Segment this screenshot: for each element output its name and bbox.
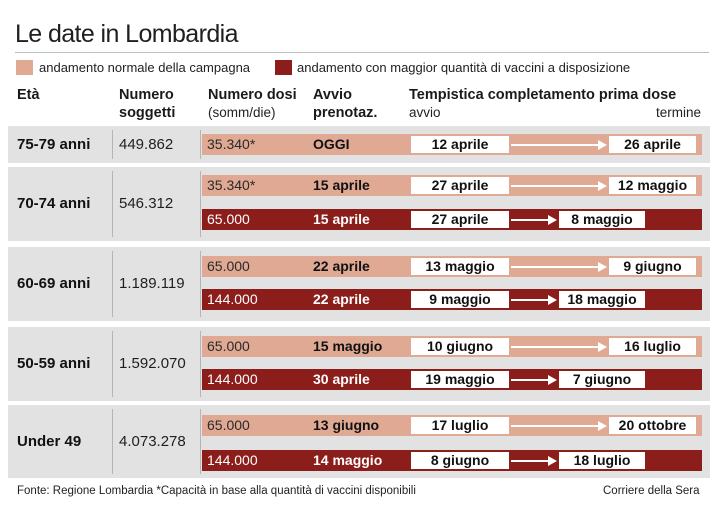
timeline-arrow <box>511 219 548 221</box>
column-divider <box>200 331 201 397</box>
timeline-arrow <box>511 266 598 268</box>
doses-value: 35.340* <box>207 136 256 152</box>
timeline-arrow-head <box>548 295 557 305</box>
end-date: 9 giugno <box>607 256 698 277</box>
timeline-arrow-head <box>598 262 607 272</box>
doses-value: 144.000 <box>207 371 258 387</box>
timeline-arrow <box>511 379 548 381</box>
header-timing-end: termine <box>656 105 702 120</box>
end-date: 20 ottobre <box>607 415 698 436</box>
booking-date: 15 aprile <box>313 211 370 227</box>
column-divider <box>112 331 113 397</box>
doses-value: 65.000 <box>207 417 250 433</box>
header-doses-line1: Numero dosi <box>208 87 297 103</box>
column-divider <box>112 130 113 159</box>
legend-label-more: andamento con maggior quantità di vaccin… <box>297 60 631 75</box>
header-subjects-line2: soggetti <box>119 105 176 121</box>
footer-credit: Corriere della Sera <box>603 485 700 497</box>
start-date: 8 giugno <box>409 450 511 471</box>
booking-date: 14 maggio <box>313 452 383 468</box>
end-date: 16 luglio <box>607 336 698 357</box>
title-divider <box>15 52 709 53</box>
start-date: 10 giugno <box>409 336 511 357</box>
subjects-value: 4.073.278 <box>119 432 186 450</box>
header-subjects-line1: Numero <box>119 87 174 103</box>
timeline-arrow-head <box>598 342 607 352</box>
header-age: Età <box>17 87 40 103</box>
column-divider <box>200 251 201 317</box>
end-date: 12 maggio <box>607 175 698 196</box>
start-date: 12 aprile <box>409 134 511 155</box>
end-date: 8 maggio <box>557 209 647 230</box>
start-date: 9 maggio <box>409 289 511 310</box>
subjects-value: 1.592.070 <box>119 355 186 372</box>
end-date: 18 luglio <box>557 450 647 471</box>
column-divider <box>112 251 113 317</box>
column-divider <box>112 409 113 474</box>
timeline-arrow-head <box>598 421 607 431</box>
timeline-arrow-head <box>548 456 557 466</box>
end-date: 18 maggio <box>557 289 647 310</box>
booking-date: 22 aprile <box>313 258 370 274</box>
chart-title: Le date in Lombardia <box>15 20 238 48</box>
age-label: 50-59 anni <box>17 355 91 372</box>
timeline-arrow <box>511 299 548 301</box>
doses-value: 65.000 <box>207 211 250 227</box>
start-date: 13 maggio <box>409 256 511 277</box>
timeline-arrow-head <box>598 140 607 150</box>
end-date: 26 aprile <box>607 134 698 155</box>
timeline-arrow-head <box>598 181 607 191</box>
age-label: 70-74 anni <box>17 195 91 212</box>
booking-date: OGGI <box>313 136 350 152</box>
doses-value: 35.340* <box>207 177 256 193</box>
legend-swatch-normal <box>16 60 33 75</box>
legend-label-normal: andamento normale della campagna <box>39 60 251 75</box>
booking-date: 22 aprile <box>313 291 370 307</box>
subjects-value: 1.189.119 <box>119 275 185 292</box>
timeline-arrow-head <box>548 375 557 385</box>
booking-date: 13 giugno <box>313 417 380 433</box>
doses-value: 144.000 <box>207 452 258 468</box>
timeline-arrow <box>511 185 598 187</box>
subjects-value: 546.312 <box>119 195 174 212</box>
booking-date: 30 aprile <box>313 371 370 387</box>
column-divider <box>200 171 201 237</box>
timeline-arrow <box>511 460 548 462</box>
subjects-value: 449.862 <box>119 135 174 153</box>
doses-value: 65.000 <box>207 258 250 274</box>
age-label: 60-69 anni <box>17 275 91 292</box>
legend-swatch-more <box>275 60 292 75</box>
column-divider <box>200 130 201 159</box>
timeline-arrow-head <box>548 215 557 225</box>
timeline-arrow <box>511 346 598 348</box>
start-date: 19 maggio <box>409 369 511 390</box>
header-booking-line1: Avvio <box>313 87 352 103</box>
start-date: 27 aprile <box>409 209 511 230</box>
column-divider <box>200 409 201 474</box>
header-doses-line2: (somm/die) <box>208 105 276 120</box>
timeline-arrow <box>511 425 598 427</box>
age-label: 75-79 anni <box>17 135 91 153</box>
timeline-arrow <box>511 144 598 146</box>
footer-source: Fonte: Regione Lombardia *Capacità in ba… <box>17 485 416 497</box>
booking-date: 15 aprile <box>313 177 370 193</box>
age-label: Under 49 <box>17 432 82 450</box>
booking-date: 15 maggio <box>313 338 383 354</box>
doses-value: 65.000 <box>207 338 250 354</box>
header-timing-start: avvio <box>409 105 441 120</box>
header-timing: Tempistica completamento prima dose <box>409 87 677 103</box>
header-booking-line2: prenotaz. <box>313 105 378 121</box>
start-date: 17 luglio <box>409 415 511 436</box>
column-divider <box>112 171 113 237</box>
start-date: 27 aprile <box>409 175 511 196</box>
end-date: 7 giugno <box>557 369 647 390</box>
doses-value: 144.000 <box>207 291 258 307</box>
